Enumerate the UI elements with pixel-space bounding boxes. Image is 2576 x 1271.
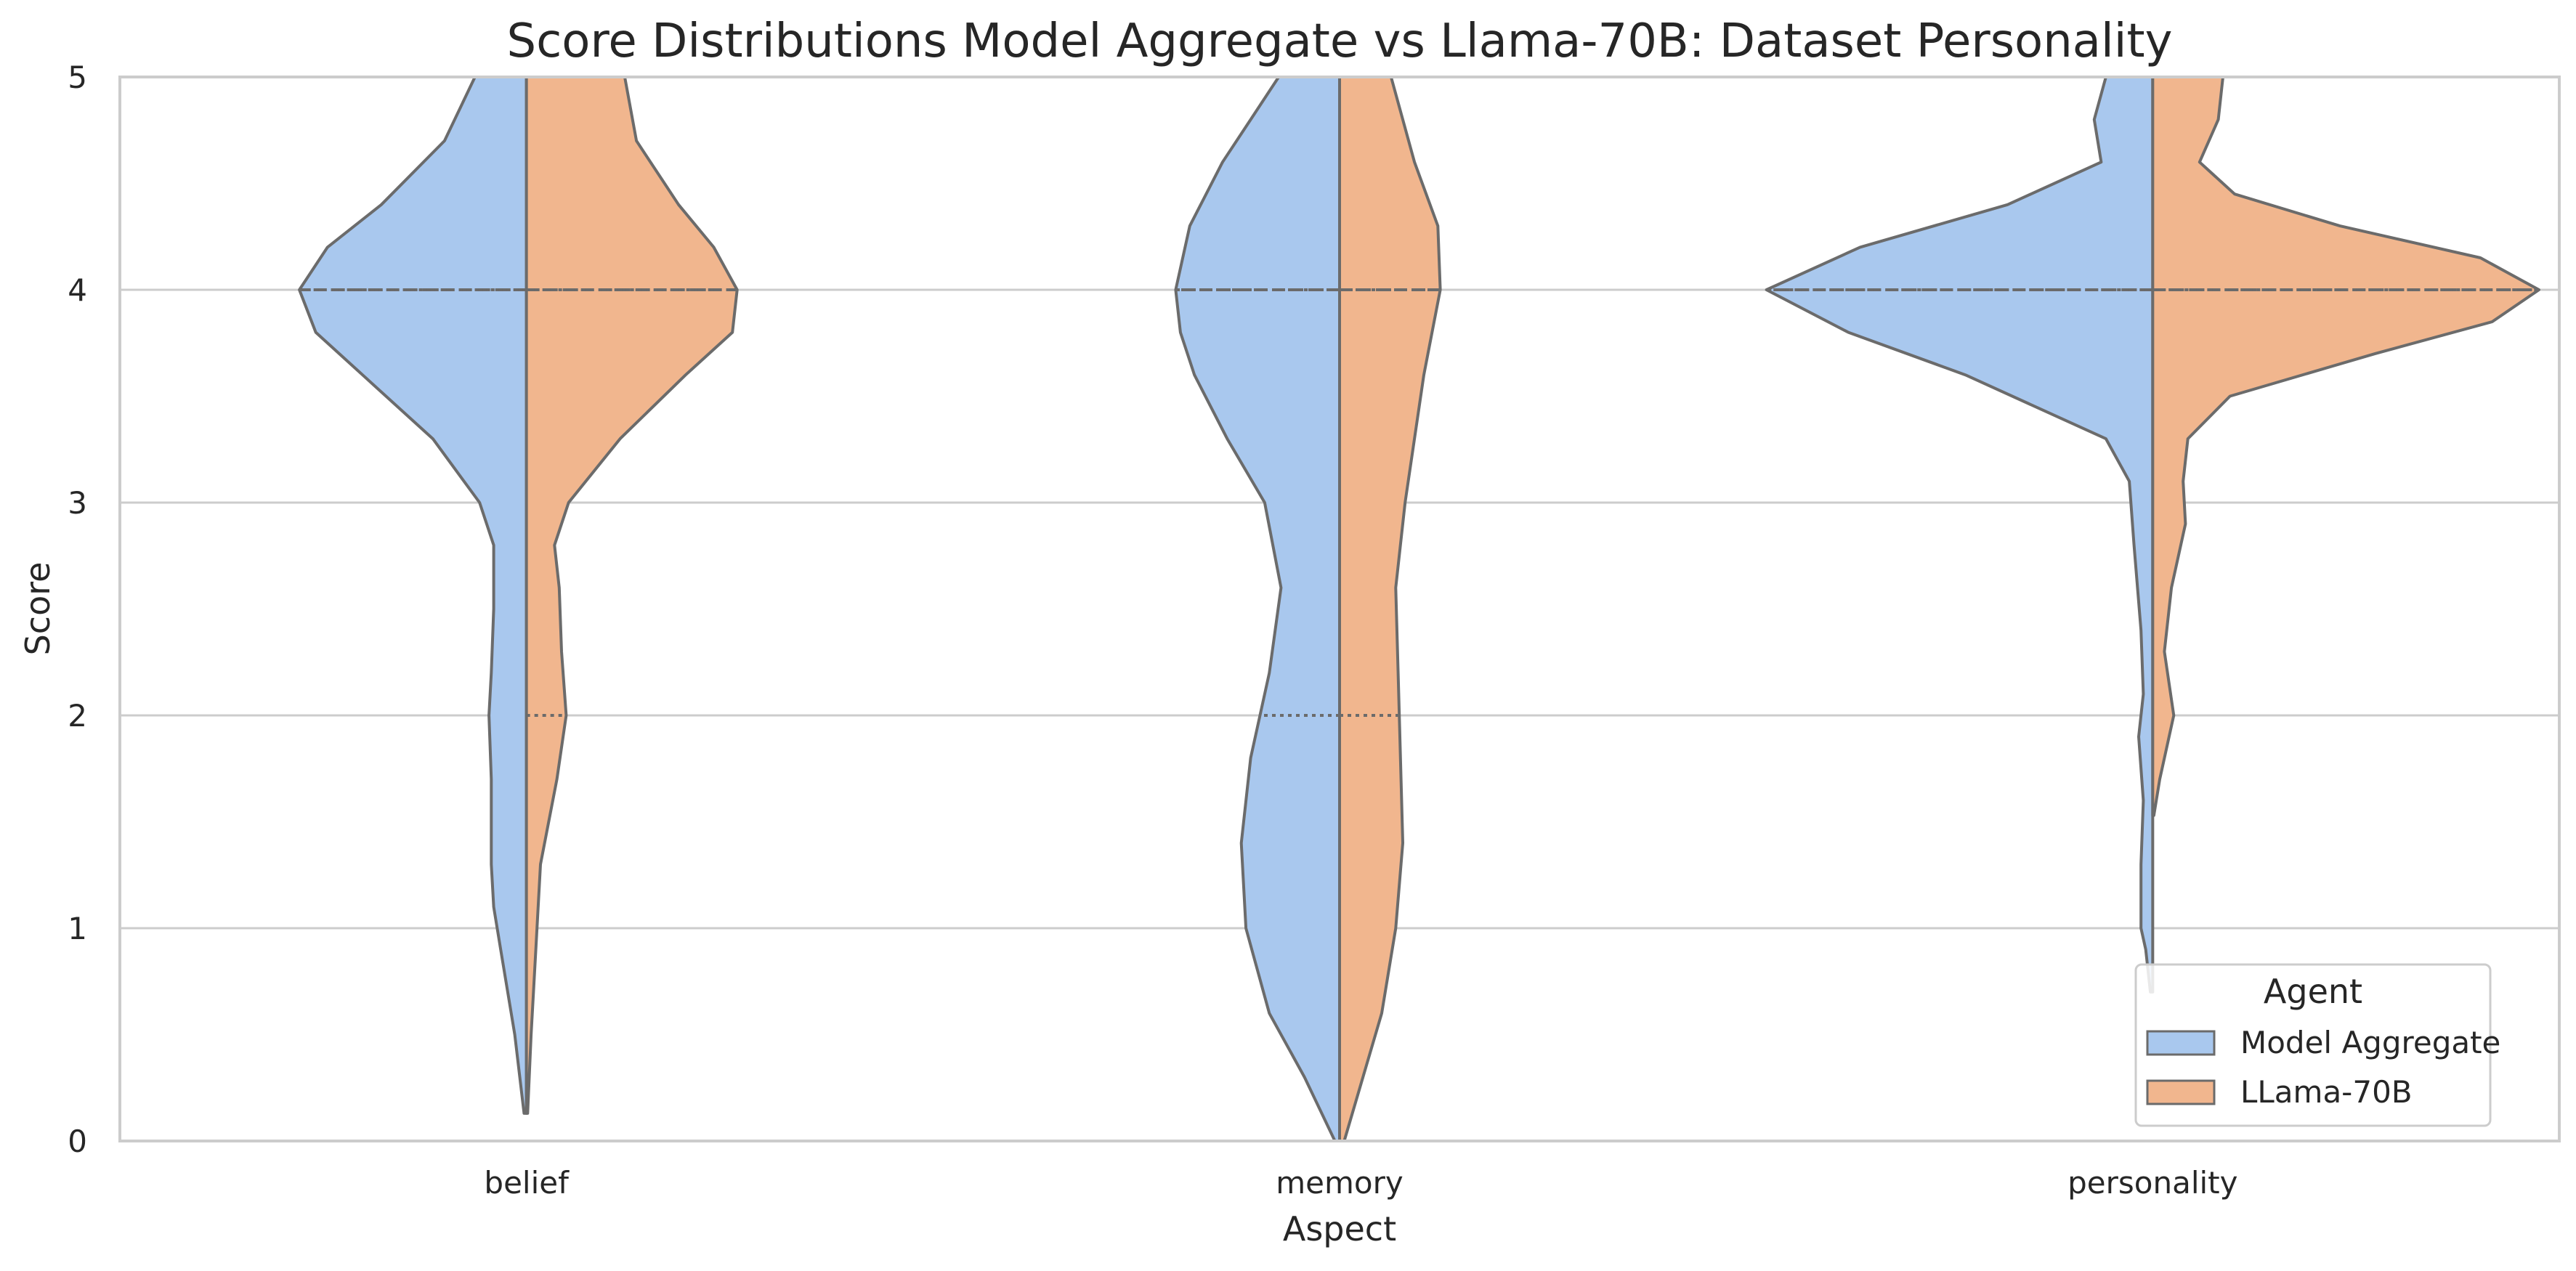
legend-box bbox=[2134, 963, 2492, 1127]
violin-llama-70b-memory bbox=[1338, 76, 1442, 1142]
y-tick-labels: 0 1 2 3 4 5 bbox=[68, 60, 87, 1159]
legend-title: Agent bbox=[2264, 972, 2362, 1011]
y-tick-2: 2 bbox=[68, 698, 87, 734]
y-tick-0: 0 bbox=[68, 1124, 87, 1159]
x-tick-labels: belief memory personality bbox=[484, 1165, 2237, 1201]
legend-swatch-llama-70b bbox=[2146, 1079, 2216, 1105]
chart-title: Score Distributions Model Aggregate vs L… bbox=[506, 15, 2172, 68]
x-tick-belief: belief bbox=[484, 1165, 570, 1201]
y-tick-5: 5 bbox=[68, 60, 87, 95]
y-tick-1: 1 bbox=[68, 911, 87, 946]
violin-model-aggregate-personality bbox=[1765, 76, 2155, 994]
legend-swatch-model-aggregate bbox=[2146, 1030, 2216, 1056]
x-axis-title: Aspect bbox=[1283, 1209, 1396, 1248]
violins bbox=[298, 76, 2540, 1142]
violin-llama-70b-belief bbox=[524, 76, 739, 1115]
legend-label-llama-70b: LLama-70B bbox=[2240, 1074, 2413, 1110]
plot-frame bbox=[118, 76, 2561, 1142]
y-tick-3: 3 bbox=[68, 485, 87, 521]
y-axis-title: Score bbox=[18, 562, 57, 656]
violin-model-aggregate-memory bbox=[1174, 76, 1341, 1142]
x-tick-memory: memory bbox=[1276, 1165, 1404, 1201]
x-tick-personality: personality bbox=[2067, 1165, 2237, 1201]
violin-llama-70b-personality bbox=[2151, 76, 2540, 817]
y-tick-4: 4 bbox=[68, 272, 87, 308]
violin-model-aggregate-belief bbox=[298, 76, 528, 1115]
legend: Agent Model Aggregate LLama-70B bbox=[2134, 963, 2500, 1127]
legend-label-model-aggregate: Model Aggregate bbox=[2240, 1025, 2500, 1060]
